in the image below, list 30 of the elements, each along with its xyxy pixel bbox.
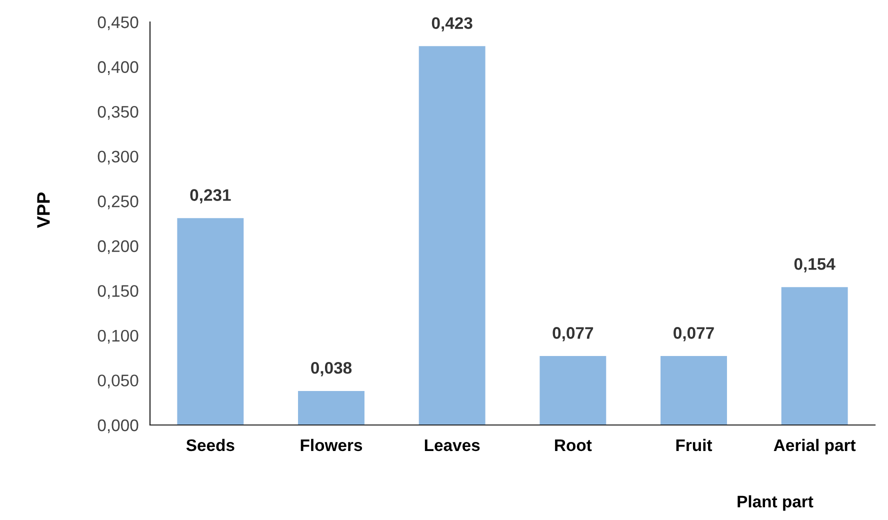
- bar: [177, 218, 244, 425]
- bar: [418, 46, 486, 425]
- x-tick-label: Seeds: [186, 438, 234, 452]
- bar: [298, 390, 364, 425]
- x-tick-label: Flowers: [300, 438, 362, 452]
- x-tick-label: Leaves: [424, 440, 480, 452]
- y-tick-label: 0,350: [98, 106, 138, 120]
- data-label: 0,077: [552, 327, 594, 342]
- y-axis-title: VPP: [37, 192, 50, 228]
- x-tick-label: Fruit: [676, 438, 712, 452]
- data-label: 0,038: [311, 362, 352, 376]
- y-tick-label: 0,200: [98, 240, 138, 254]
- y-tick-label: 0,400: [98, 61, 138, 75]
- y-tick-label: 0,300: [98, 150, 138, 165]
- x-tick-label: Root: [555, 440, 592, 452]
- bar: [660, 356, 727, 425]
- bar: [781, 287, 848, 425]
- bar: [540, 356, 606, 425]
- data-label: 0,423: [432, 17, 472, 32]
- x-tick-label: Aerial part: [774, 438, 856, 454]
- y-tick-label: 0,050: [98, 374, 138, 388]
- y-tick-label: 0,000: [98, 419, 138, 434]
- data-label: 0,154: [794, 258, 836, 272]
- y-tick-label: 0,450: [98, 16, 138, 30]
- y-tick-label: 0,100: [98, 330, 138, 344]
- y-tick-label: 0,150: [98, 285, 138, 299]
- x-axis-title: Plant part: [738, 495, 814, 511]
- data-label: 0,231: [190, 189, 231, 204]
- data-label: 0,077: [674, 327, 714, 342]
- y-tick-label: 0,250: [98, 196, 138, 210]
